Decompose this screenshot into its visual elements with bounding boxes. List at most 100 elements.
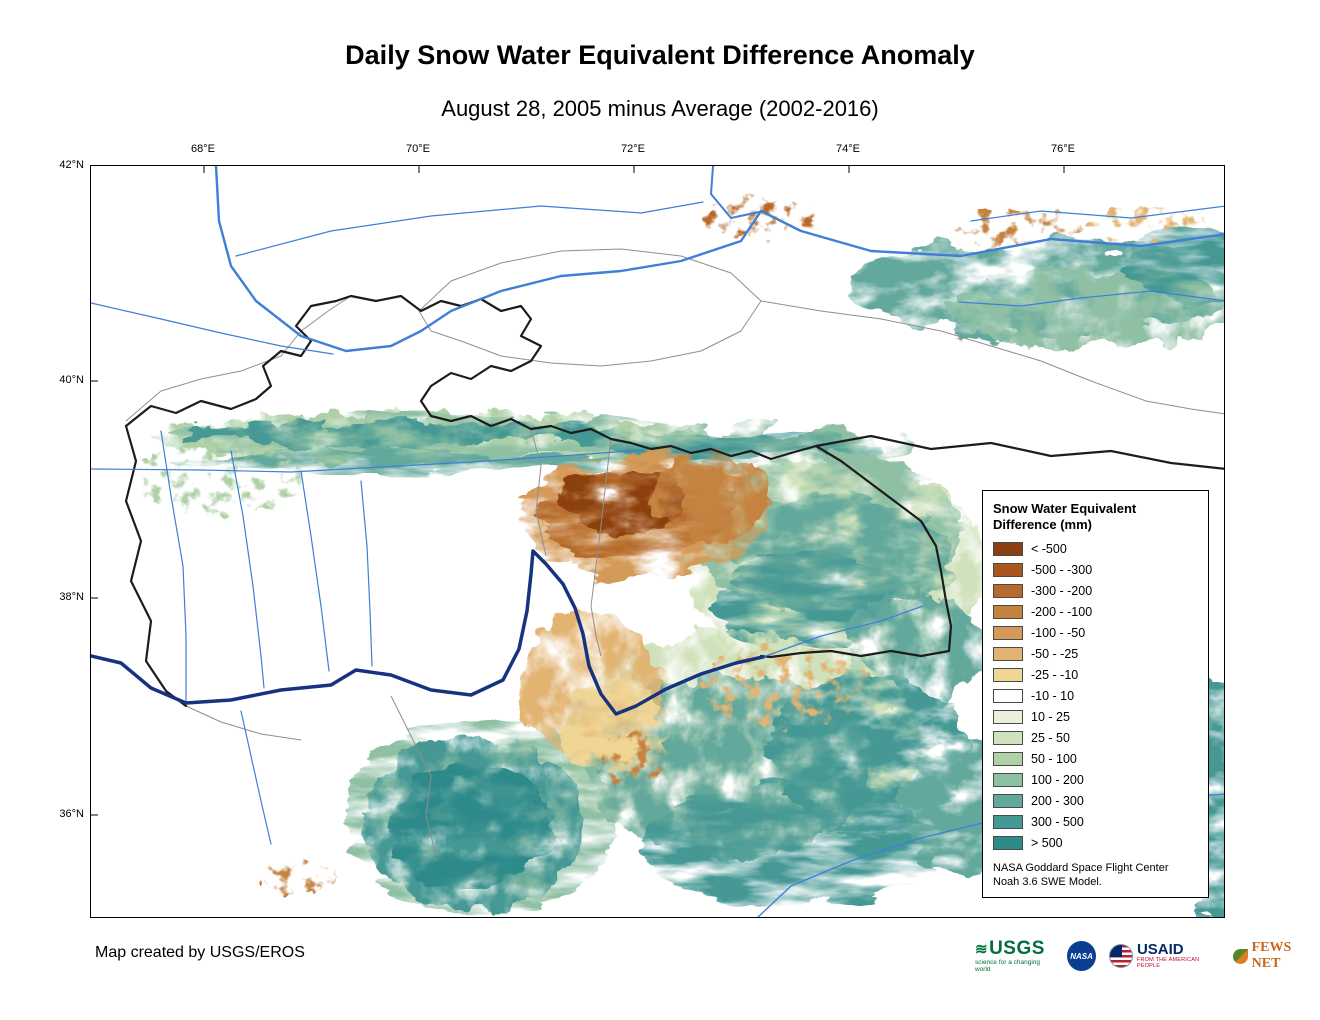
admin-boundary [760, 300, 1224, 415]
usaid-logo-text: USAID [1136, 941, 1184, 958]
legend-swatch [993, 646, 1023, 661]
usaid-logo: USAID FROM THE AMERICAN PEOPLE [1108, 941, 1220, 969]
legend-row: -200 - -100 [993, 601, 1198, 622]
river [958, 290, 1224, 307]
legend-row: 200 - 300 [993, 790, 1198, 811]
map-credit: Map created by USGS/EROS [95, 944, 305, 961]
river [360, 480, 373, 667]
river [230, 450, 265, 689]
river [160, 430, 187, 702]
river [970, 205, 1224, 222]
lon-label: 74°E [836, 143, 860, 155]
swe-negative-patch [655, 456, 771, 540]
legend-note: NASA Goddard Space Flight Center Noah 3.… [993, 862, 1169, 888]
swe-negative-patch [703, 198, 819, 238]
legend-swatch [993, 583, 1023, 598]
legend-label: 200 - 300 [1031, 793, 1084, 808]
lat-label: 38°N [59, 591, 84, 603]
fewsnet-logo: FEWS NET [1232, 940, 1320, 972]
swe-positive-patch [1126, 228, 1224, 304]
legend-label: -500 - -300 [1031, 562, 1093, 577]
legend-row: -25 - -10 [993, 664, 1198, 685]
legend-swatch [993, 835, 1023, 850]
river [762, 605, 924, 658]
page-subtitle: August 28, 2005 minus Average (2002-2016… [441, 96, 879, 121]
legend-swatch [993, 730, 1023, 745]
lon-label: 68°E [191, 143, 215, 155]
country-border [814, 434, 1224, 470]
legend-title: Snow Water Equivalent Difference (mm) [993, 501, 1137, 532]
swe-positive-patch [611, 435, 881, 459]
terrain-layer [136, 198, 1224, 916]
legend-row: 100 - 200 [993, 769, 1198, 790]
fewsnet-logo-text: FEWS NET [1251, 940, 1292, 971]
map-canvas [91, 166, 1224, 917]
legend-row: 300 - 500 [993, 811, 1198, 832]
admin-boundary [185, 705, 302, 741]
legend-swatch [993, 751, 1023, 766]
legend-label: -10 - 10 [1031, 688, 1075, 703]
swe-positive-patch [186, 422, 656, 446]
legend-label: -200 - -100 [1031, 604, 1093, 619]
logo-strip: ≋USGS science for a changing world NASA … [975, 936, 1320, 976]
admin-boundary [530, 428, 547, 557]
legend-label: > 500 [1031, 835, 1063, 850]
legend-row: -300 - -200 [993, 580, 1198, 601]
page-title: Daily Snow Water Equivalent Difference A… [345, 40, 975, 70]
river [214, 166, 1224, 353]
river [235, 201, 704, 257]
lat-label: 40°N [59, 374, 84, 386]
river [91, 449, 644, 473]
map-frame [90, 165, 1225, 918]
legend-row: -50 - -25 [993, 643, 1198, 664]
legend-swatch [993, 625, 1023, 640]
legend-swatch [993, 709, 1023, 724]
swe-negative-patch [604, 732, 668, 784]
swe-positive-patch [716, 551, 896, 651]
swe-negative-patch [706, 644, 876, 728]
legend-label: 25 - 50 [1031, 730, 1070, 745]
legend-label: -50 - -25 [1031, 646, 1079, 661]
swe-negative-patch [263, 862, 339, 894]
admin-boundaries [125, 248, 1224, 857]
legend-label: -25 - -10 [1031, 667, 1079, 682]
legend-label: -100 - -50 [1031, 625, 1086, 640]
country-borders [124, 294, 1224, 708]
admin-boundary [418, 248, 762, 367]
usgs-wave-icon: ≋ [975, 940, 989, 958]
legend-label: 300 - 500 [1031, 814, 1084, 829]
usgs-tagline: science for a changing world [975, 958, 1041, 973]
legend-swatch [993, 772, 1023, 787]
lat-label: 36°N [59, 808, 84, 820]
legend-label: 50 - 100 [1031, 751, 1077, 766]
legend-row: 10 - 25 [993, 706, 1198, 727]
legend-row: 25 - 50 [993, 727, 1198, 748]
graticule-ticks [91, 166, 1065, 816]
nasa-logo: NASA [1067, 941, 1096, 971]
admin-boundary [590, 438, 612, 657]
swe-positive-patch [641, 784, 941, 908]
river [91, 302, 334, 355]
country-border [124, 294, 953, 659]
legend-label: -300 - -200 [1031, 583, 1093, 598]
legend-label: 10 - 25 [1031, 709, 1070, 724]
legend-row: > 500 [993, 832, 1198, 853]
admin-boundary [390, 695, 437, 857]
rivers [91, 166, 1224, 917]
legend-swatch [993, 604, 1023, 619]
lon-label: 72°E [621, 143, 645, 155]
legend-swatch [993, 562, 1023, 577]
lon-label: 70°E [406, 143, 430, 155]
fewsnet-leaf-icon [1232, 948, 1248, 964]
nasa-logo-text: NASA [1070, 951, 1093, 961]
legend-row: 50 - 100 [993, 748, 1198, 769]
lon-label: 76°E [1051, 143, 1075, 155]
usgs-logo-text: USGS [989, 937, 1045, 959]
legend-swatch [993, 667, 1023, 682]
legend-swatch [993, 541, 1023, 556]
usaid-tagline: FROM THE AMERICAN PEOPLE [1136, 957, 1200, 969]
legend-swatch [993, 688, 1023, 703]
legend-swatch [993, 814, 1023, 829]
legend-row: < -500 [993, 538, 1198, 559]
